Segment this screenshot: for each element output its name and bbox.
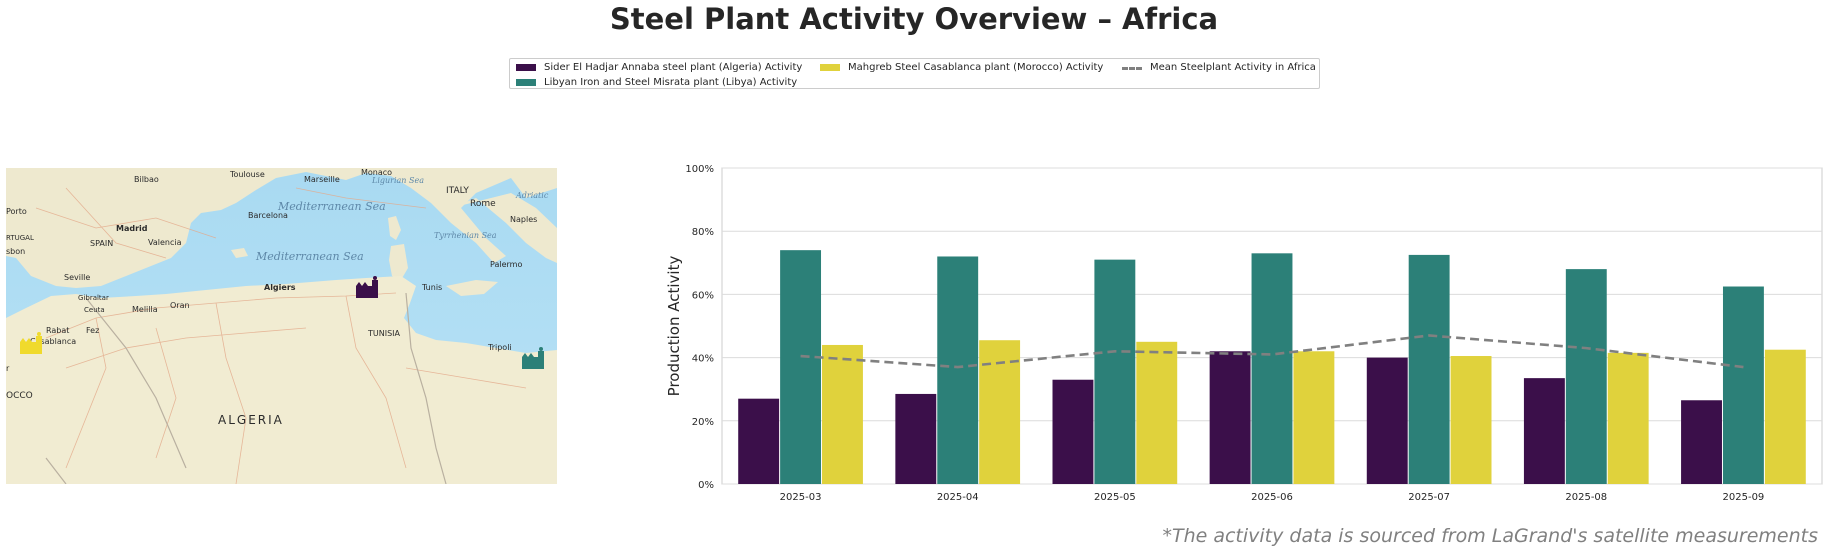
x-tick-label: 2025-07 bbox=[1408, 492, 1450, 503]
footnote: *The activity data is sourced from LaGra… bbox=[1162, 525, 1818, 547]
map-label-rome: Rome bbox=[470, 199, 496, 209]
europe-land bbox=[6, 168, 557, 288]
factory-icon-algeria bbox=[356, 276, 378, 298]
x-tick-label: 2025-08 bbox=[1565, 492, 1607, 503]
map-svg: Toulouse Bilbao Marseille Monaco Liguria… bbox=[6, 168, 557, 484]
map-label-ceuta: Ceuta bbox=[84, 306, 105, 314]
factory-icon-libya bbox=[522, 347, 544, 369]
legend-label-mean: Mean Steelplant Activity in Africa bbox=[1150, 62, 1316, 73]
bar-morocco bbox=[1136, 341, 1178, 484]
y-tick-label: 0% bbox=[698, 480, 714, 491]
y-axis-title: Production Activity bbox=[665, 256, 683, 397]
mean-line-group bbox=[800, 334, 1744, 369]
y-tick-label: 20% bbox=[692, 417, 714, 428]
map-label-toulouse: Toulouse bbox=[229, 170, 265, 179]
bar-libya bbox=[1565, 269, 1607, 484]
bar-libya bbox=[1408, 254, 1450, 484]
map-label-porto: Porto bbox=[6, 207, 27, 216]
bar-algeria bbox=[1209, 351, 1251, 484]
chart-title: Steel Plant Activity Overview – Africa bbox=[609, 2, 1219, 36]
y-tick-labels: 0% 20% 40% 60% 80% 100% bbox=[685, 164, 714, 491]
map-label-portugal: RTUGAL bbox=[6, 234, 34, 242]
bar-libya bbox=[1251, 253, 1293, 484]
x-tick-label: 2025-05 bbox=[1094, 492, 1136, 503]
map-label-tripoli: Tripoli bbox=[487, 343, 512, 352]
map-label-med-sea-1: Mediterranean Sea bbox=[277, 200, 386, 213]
bar-libya bbox=[1094, 259, 1136, 484]
map-label-valencia: Valencia bbox=[148, 238, 182, 247]
x-tick-labels: 2025-03 2025-04 2025-05 2025-06 2025-07 2025-… bbox=[780, 492, 1765, 503]
legend-label-algeria: Sider El Hadjar Annaba steel plant (Alge… bbox=[544, 62, 803, 73]
map-label-oran: Oran bbox=[170, 301, 190, 310]
africa-land bbox=[6, 276, 557, 484]
bar-libya bbox=[1722, 286, 1764, 484]
legend-swatch-morocco bbox=[820, 64, 840, 71]
map-label-ligurian: Ligurian Sea bbox=[371, 176, 424, 185]
legend-swatch-libya bbox=[516, 79, 536, 86]
map-label-casablanca: Casablanca bbox=[30, 337, 76, 346]
italy-land bbox=[451, 193, 557, 263]
y-tick-label: 60% bbox=[692, 290, 714, 301]
bar-libya bbox=[780, 250, 822, 484]
bar-algeria bbox=[895, 393, 937, 484]
map-label-algeria: ALGERIA bbox=[218, 413, 284, 427]
y-tick-label: 100% bbox=[685, 164, 714, 175]
bar-algeria bbox=[1052, 379, 1094, 484]
map-label-naples: Naples bbox=[510, 215, 537, 224]
map-label-rabat: Rabat bbox=[46, 326, 69, 335]
bar-morocco bbox=[822, 344, 863, 484]
map-label-med-sea-2: Mediterranean Sea bbox=[255, 250, 364, 263]
x-tick-label: 2025-04 bbox=[937, 492, 979, 503]
mean-activity-line bbox=[800, 334, 1744, 369]
factory-icon-morocco bbox=[20, 332, 42, 354]
y-tick-label: 40% bbox=[692, 354, 714, 365]
legend-dash-mean bbox=[1122, 67, 1142, 70]
map-label-barcelona: Barcelona bbox=[248, 211, 288, 220]
bar-morocco bbox=[1764, 349, 1806, 484]
map-label-seville: Seville bbox=[64, 273, 90, 282]
sicily-land bbox=[446, 280, 498, 296]
bar-morocco bbox=[1293, 351, 1335, 484]
map-label-bilbao: Bilbao bbox=[134, 175, 159, 184]
balearic-land bbox=[231, 248, 248, 258]
bar-morocco bbox=[1450, 356, 1492, 484]
legend: Sider El Hadjar Annaba steel plant (Alge… bbox=[509, 58, 1320, 89]
map-label-marseille: Marseille bbox=[304, 175, 340, 184]
sardinia-corsica-land bbox=[388, 216, 408, 280]
bars bbox=[738, 250, 1806, 484]
map-label-palermo: Palermo bbox=[490, 260, 522, 269]
bar-algeria bbox=[738, 398, 780, 484]
map-label-italy: ITALY bbox=[446, 186, 469, 196]
map-label-melilla: Melilla bbox=[132, 305, 158, 314]
legend-label-morocco: Mahgreb Steel Casablanca plant (Morocco)… bbox=[848, 62, 1104, 73]
map-label-lisbon: sbon bbox=[6, 247, 25, 256]
roads bbox=[35, 187, 527, 484]
x-tick-label: 2025-06 bbox=[1251, 492, 1293, 503]
legend-swatch-algeria bbox=[516, 64, 536, 71]
map-label-morocco: OCCO bbox=[6, 391, 33, 401]
legend-label-libya: Libyan Iron and Steel Misrata plant (Lib… bbox=[544, 77, 798, 88]
map-label-spain: SPAIN bbox=[90, 239, 113, 248]
x-tick-label: 2025-03 bbox=[780, 492, 822, 503]
map-label-adriatic: Adriatic bbox=[515, 191, 549, 200]
bar-libya bbox=[937, 256, 979, 484]
map-label-fez: Fez bbox=[86, 326, 99, 335]
map-label-gibraltar: Gibraltar bbox=[78, 294, 109, 302]
map-label-tyrrhenian: Tyrrhenian Sea bbox=[434, 231, 497, 240]
map-panel: Toulouse Bilbao Marseille Monaco Liguria… bbox=[6, 168, 557, 484]
bar-morocco bbox=[1607, 352, 1649, 484]
bar-algeria bbox=[1523, 378, 1565, 484]
map-label-madrid: Madrid bbox=[116, 224, 148, 233]
borders bbox=[45, 292, 447, 484]
map-label-monaco: Monaco bbox=[361, 168, 392, 177]
x-tick-label: 2025-09 bbox=[1723, 492, 1765, 503]
y-tick-label: 80% bbox=[692, 227, 714, 238]
bar-algeria bbox=[1366, 357, 1408, 484]
map-label-algiers: Algiers bbox=[264, 283, 296, 292]
map-label-tunisia: TUNISIA bbox=[367, 329, 401, 338]
map-label-tunis: Tunis bbox=[421, 283, 442, 292]
map-label-r: r bbox=[6, 364, 10, 373]
bar-algeria bbox=[1681, 400, 1722, 484]
